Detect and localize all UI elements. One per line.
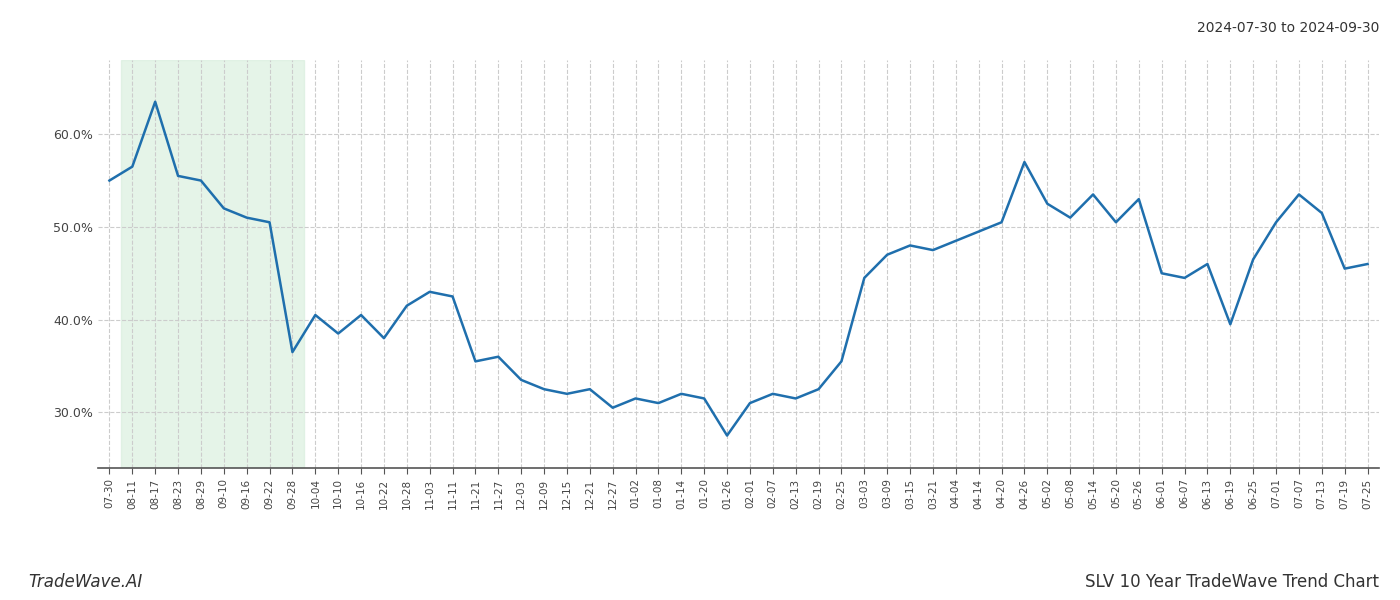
Text: SLV 10 Year TradeWave Trend Chart: SLV 10 Year TradeWave Trend Chart — [1085, 573, 1379, 591]
Text: 2024-07-30 to 2024-09-30: 2024-07-30 to 2024-09-30 — [1197, 21, 1379, 35]
Text: TradeWave.AI: TradeWave.AI — [28, 573, 143, 591]
Bar — [120, 60, 304, 468]
